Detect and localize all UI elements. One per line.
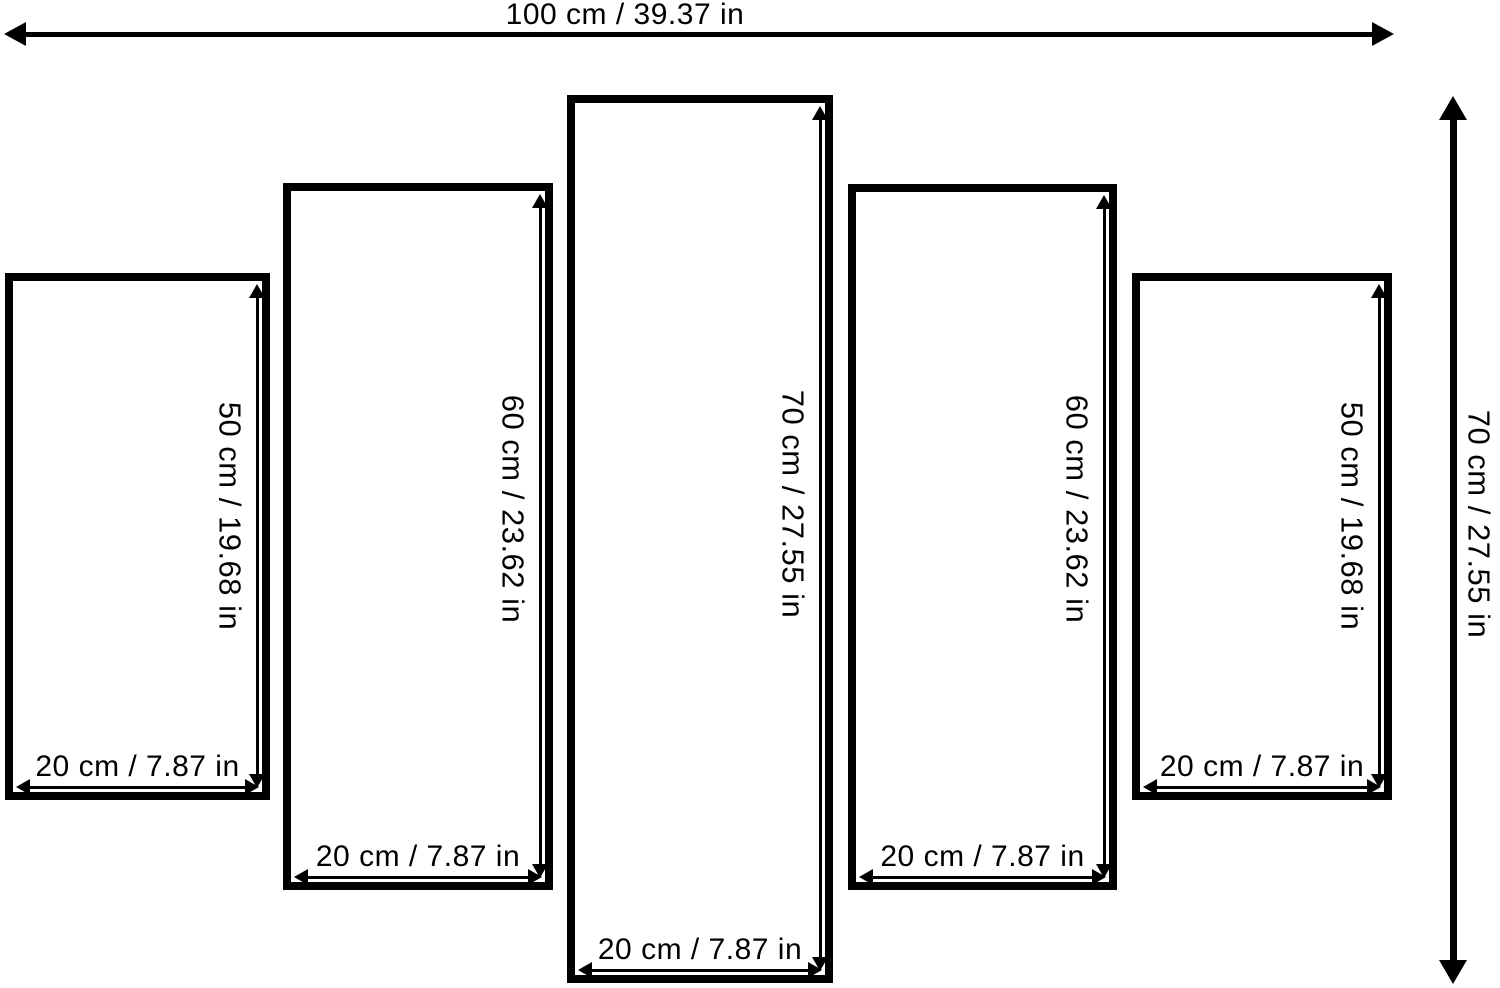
- dimension-line: [1154, 785, 1370, 789]
- dimension-line: [589, 968, 811, 972]
- arrow-down-icon: [1439, 960, 1467, 984]
- arrow-up-icon: [812, 106, 828, 120]
- arrow-left-icon: [16, 779, 30, 795]
- dimension-line: [27, 785, 248, 789]
- panel-2-height-label: 60 cm / 23.62 in: [495, 394, 531, 624]
- dimension-line: [255, 295, 259, 777]
- arrow-left-icon: [294, 869, 308, 885]
- arrow-right-icon: [1092, 869, 1106, 885]
- dimension-line: [305, 875, 531, 879]
- panel-3: 70 cm / 27.55 in 20 cm / 7.87 in: [567, 95, 833, 983]
- dimension-line: [818, 117, 822, 960]
- panel-5: 50 cm / 19.68 in 20 cm / 7.87 in: [1132, 273, 1392, 800]
- panel-4-width-label: 20 cm / 7.87 in: [880, 840, 1085, 873]
- total-height-arrow-line: [1449, 115, 1457, 965]
- arrow-right-icon: [1367, 779, 1381, 795]
- dimension-line: [1102, 206, 1106, 867]
- arrow-right-icon: [1372, 22, 1394, 46]
- panel-1-width-label: 20 cm / 7.87 in: [35, 750, 240, 783]
- arrow-right-icon: [808, 962, 822, 978]
- panel-2: 60 cm / 23.62 in 20 cm / 7.87 in: [283, 183, 553, 890]
- arrow-right-icon: [245, 779, 259, 795]
- arrow-left-icon: [578, 962, 592, 978]
- arrow-up-icon: [1439, 96, 1467, 120]
- panel-4-height-label: 60 cm / 23.62 in: [1059, 395, 1095, 624]
- arrow-left-icon: [4, 22, 26, 46]
- total-width-label: 100 cm / 39.37 in: [505, 0, 745, 31]
- dimension-line: [870, 875, 1095, 879]
- panel-3-width-label: 20 cm / 7.87 in: [597, 933, 803, 966]
- arrow-up-icon: [1371, 284, 1387, 298]
- panel-5-height-label: 50 cm / 19.68 in: [1334, 401, 1370, 631]
- total-width-arrow-line: [23, 31, 1375, 37]
- dimension-line: [1377, 295, 1381, 777]
- panel-4: 60 cm / 23.62 in 20 cm / 7.87 in: [848, 184, 1117, 890]
- panel-5-width-label: 20 cm / 7.87 in: [1159, 750, 1365, 783]
- panel-2-width-label: 20 cm / 7.87 in: [315, 840, 521, 873]
- total-height-label: 70 cm / 27.55 in: [1461, 409, 1497, 639]
- arrow-up-icon: [249, 284, 265, 298]
- panel-3-height-label: 70 cm / 27.55 in: [775, 389, 811, 619]
- panel-1: 50 cm / 19.68 in 20 cm / 7.87 in: [5, 273, 270, 800]
- arrow-up-icon: [1096, 195, 1112, 209]
- arrow-left-icon: [859, 869, 873, 885]
- dimension-line: [538, 205, 542, 867]
- panel-1-height-label: 50 cm / 19.68 in: [212, 401, 248, 631]
- arrow-right-icon: [528, 869, 542, 885]
- arrow-left-icon: [1143, 779, 1157, 795]
- arrow-up-icon: [532, 194, 548, 208]
